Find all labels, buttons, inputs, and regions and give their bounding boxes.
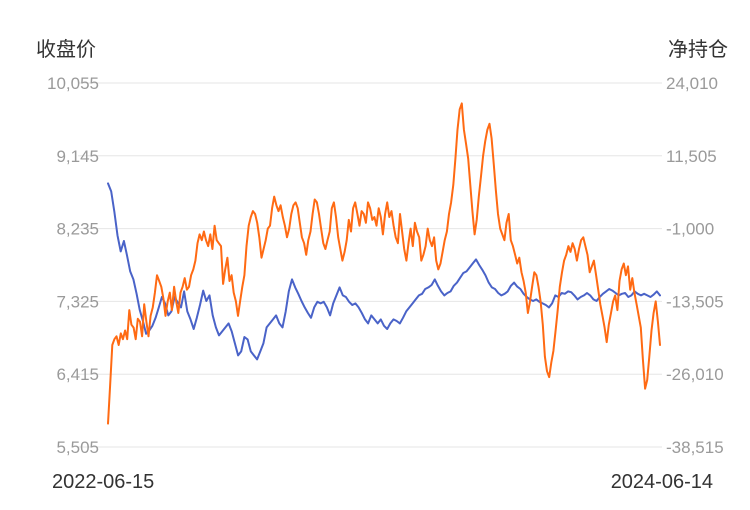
right-tick-label: -13,505 [666, 292, 724, 311]
series-line-net [107, 102, 661, 425]
right-tick-label: -1,000 [666, 220, 714, 239]
right-tick-label: -26,010 [666, 365, 724, 384]
right-axis-title: 净持仓 [668, 38, 728, 61]
left-tick-label: 8,235 [56, 220, 99, 239]
x-start-date-label: 2022-06-15 [52, 471, 154, 493]
right-tick-label: -38,515 [666, 438, 724, 457]
left-axis-title: 收盘价 [36, 38, 96, 61]
series-line-close [107, 182, 661, 361]
left-tick-label: 9,145 [56, 147, 99, 166]
left-tick-label: 5,505 [56, 438, 99, 457]
left-tick-label: 10,055 [47, 74, 99, 93]
x-end-date-label: 2024-06-14 [611, 471, 713, 493]
left-tick-label: 6,415 [56, 365, 99, 384]
left-tick-label: 7,325 [56, 292, 99, 311]
right-tick-label: 24,010 [666, 74, 718, 93]
right-tick-label: 11,505 [666, 147, 717, 166]
series-lines [107, 102, 661, 425]
gridlines [78, 82, 662, 448]
right-axis-ticks: 24,010 11,505 -1,000 -13,505 -26,010 -38,515 [666, 74, 724, 457]
left-axis-ticks: 10,055 9,145 8,235 7,325 6,415 5,505 [47, 74, 99, 457]
